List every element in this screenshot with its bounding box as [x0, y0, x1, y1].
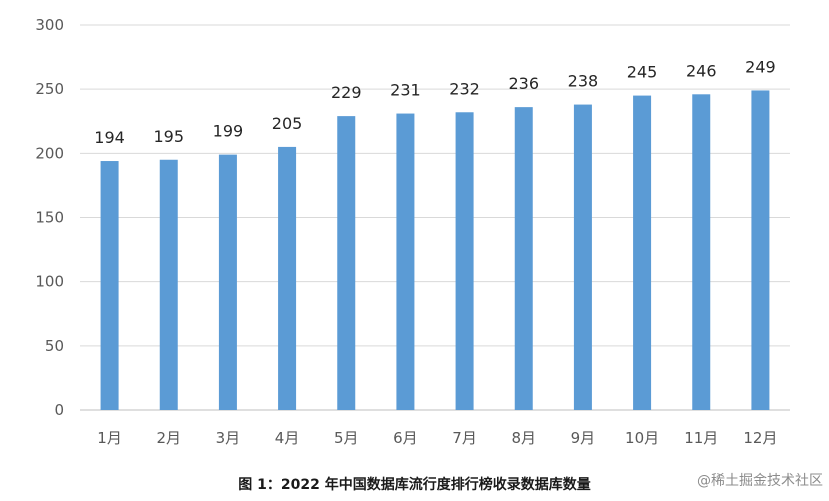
x-tick-label: 5月 — [334, 429, 359, 447]
bar-6 — [396, 113, 415, 411]
bars — [100, 90, 770, 411]
y-tick-label: 250 — [35, 80, 64, 98]
bar-1 — [100, 161, 119, 410]
x-tick-label: 9月 — [571, 429, 596, 447]
data-label: 238 — [568, 72, 599, 91]
y-axis-tick-labels: 0 50 100 150 200 250 300 — [35, 16, 64, 419]
bar-5 — [337, 116, 356, 410]
gridlines — [80, 24, 790, 411]
bar-12 — [751, 90, 770, 410]
data-label: 245 — [627, 63, 658, 82]
y-tick-label: 300 — [35, 16, 64, 34]
y-tick-label: 50 — [45, 337, 64, 355]
data-label: 199 — [213, 122, 244, 141]
data-label: 232 — [449, 79, 480, 98]
bar-11 — [692, 94, 711, 411]
data-label: 249 — [745, 57, 776, 76]
data-label: 229 — [331, 83, 362, 102]
x-tick-label: 11月 — [684, 429, 718, 447]
data-label: 194 — [94, 128, 125, 147]
x-tick-label: 8月 — [511, 429, 536, 447]
bar-chart: 0 50 100 150 200 250 300 194 195 199 205 229 231 232… — [35, 16, 790, 447]
data-labels: 194 195 199 205 229 231 232 236 238 245 246 249 — [94, 57, 775, 147]
y-tick-label: 100 — [35, 273, 64, 291]
data-label: 236 — [508, 74, 539, 93]
x-tick-label: 3月 — [216, 429, 241, 447]
x-axis-tick-labels: 1月 2月 3月 4月 5月 6月 7月 8月 9月 10月 11月 12月 — [97, 429, 777, 447]
x-tick-label: 1月 — [97, 429, 122, 447]
x-tick-label: 6月 — [393, 429, 418, 447]
y-tick-label: 0 — [54, 401, 64, 419]
y-tick-label: 200 — [35, 144, 64, 162]
watermark: @稀土掘金技术社区 — [697, 473, 823, 489]
bar-4 — [278, 146, 297, 410]
x-tick-label: 7月 — [452, 429, 477, 447]
bar-7 — [455, 112, 474, 411]
bar-9 — [573, 104, 592, 411]
data-label: 246 — [686, 61, 717, 80]
x-tick-label: 2月 — [156, 429, 181, 447]
bar-3 — [218, 154, 237, 410]
bar-2 — [159, 159, 178, 410]
y-tick-label: 150 — [35, 209, 64, 227]
bar-8 — [514, 107, 533, 410]
data-label: 205 — [272, 114, 303, 133]
x-tick-label: 10月 — [625, 429, 659, 447]
data-label: 195 — [153, 127, 184, 146]
bar-10 — [633, 95, 652, 410]
data-label: 231 — [390, 81, 421, 100]
x-tick-label: 4月 — [275, 429, 300, 447]
x-tick-label: 12月 — [743, 429, 777, 447]
chart-caption: 图 1：2022 年中国数据库流行度排行榜收录数据库数量 — [238, 477, 591, 493]
